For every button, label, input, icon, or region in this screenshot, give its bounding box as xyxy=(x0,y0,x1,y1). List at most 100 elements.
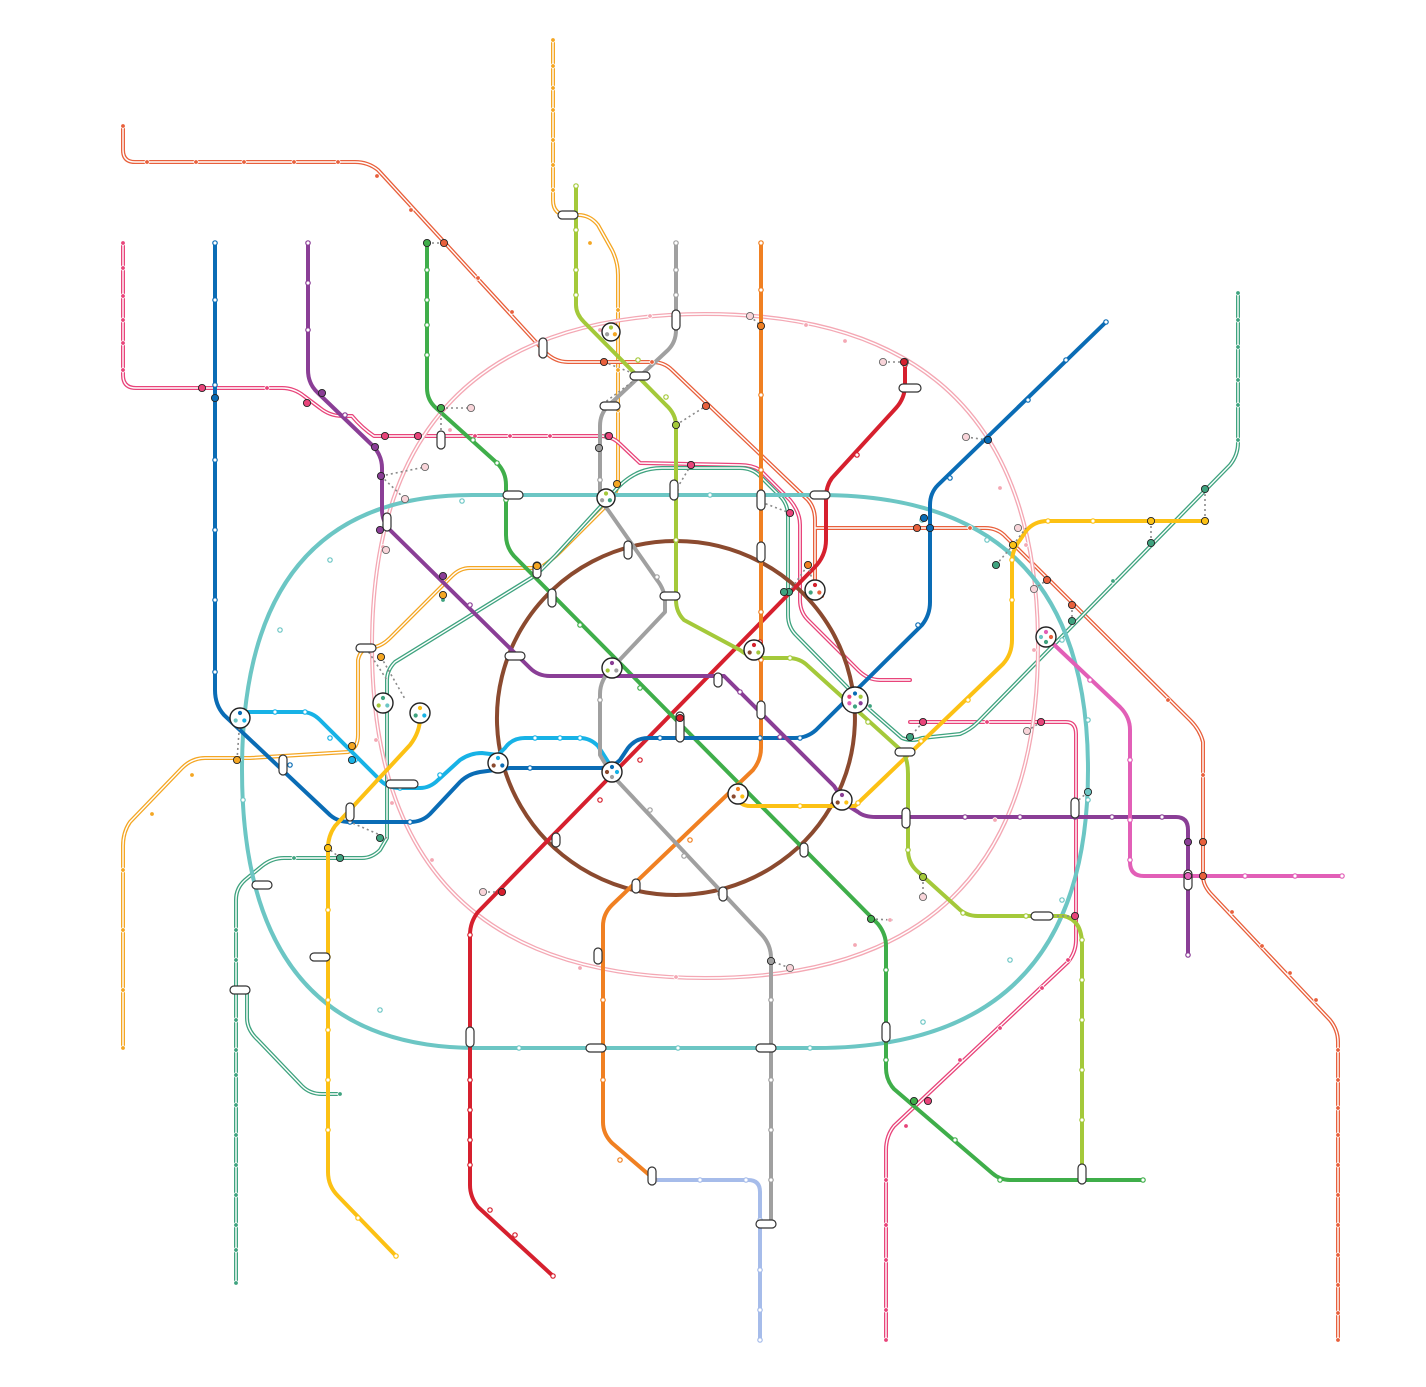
transfer-station xyxy=(232,755,242,765)
grey-station xyxy=(673,267,679,273)
blue-station xyxy=(287,762,293,768)
interchange-hub-dot xyxy=(422,713,427,718)
transfer-station xyxy=(803,560,813,570)
interchange-hub xyxy=(743,639,765,661)
mcd2-station xyxy=(241,159,247,165)
transfer-station xyxy=(323,843,333,853)
mcd1-station xyxy=(120,1045,126,1051)
mcc-station xyxy=(852,942,858,948)
interchange-hubs-layer xyxy=(197,210,1210,1229)
transfer-link xyxy=(760,501,791,514)
blue-station xyxy=(527,765,533,771)
transfer-link xyxy=(1012,527,1027,546)
transfer-station xyxy=(347,741,357,751)
orange-line xyxy=(601,241,763,1182)
interchange-pill xyxy=(345,802,355,822)
bigcircle-line xyxy=(240,493,1090,1050)
grey-station xyxy=(647,807,653,813)
orange-station xyxy=(687,837,693,843)
yellow-station xyxy=(1045,518,1051,524)
transfer-station xyxy=(1200,516,1210,526)
interchange-hub xyxy=(409,702,431,724)
interchange-pill xyxy=(538,337,548,359)
interchange-hub xyxy=(601,761,623,783)
interchange-hub-dot xyxy=(417,705,423,711)
bigcircle-station xyxy=(1007,957,1013,963)
lime-station xyxy=(663,394,669,400)
transfer-station xyxy=(413,431,423,441)
mcd2-station xyxy=(120,123,126,129)
interchange-hub-dot xyxy=(603,491,609,496)
interchange-hub-dot xyxy=(844,800,849,805)
transfer-station xyxy=(1008,540,1018,550)
transfer-link xyxy=(236,717,241,761)
interchange-pill xyxy=(713,672,723,688)
interchange-hub-dot xyxy=(607,498,612,503)
interchange-hub-dot xyxy=(500,763,505,768)
mcd3-station xyxy=(120,240,126,246)
interchange-pill xyxy=(898,383,922,393)
mcc-station-marker xyxy=(1022,726,1032,736)
mcd1-station xyxy=(550,85,556,91)
mcd4-station xyxy=(233,1072,239,1078)
lightblue-station xyxy=(577,735,583,741)
interchange-pill xyxy=(631,878,641,894)
transfer-link xyxy=(599,375,641,407)
interchange-hub xyxy=(804,579,826,601)
mcd3-station xyxy=(903,1123,909,1129)
interchange-hub-dot xyxy=(380,695,386,701)
bigcircle-station xyxy=(984,537,990,543)
transfer-station xyxy=(497,887,507,897)
interchange-pill xyxy=(659,591,681,601)
interchange-pill xyxy=(278,754,288,776)
interchange-pill xyxy=(465,1026,475,1048)
orange-station xyxy=(600,1077,606,1083)
mcc-station xyxy=(997,485,1003,491)
pink-station xyxy=(1339,873,1345,879)
pink-station xyxy=(1242,873,1248,879)
interchange-hub-dot xyxy=(614,668,619,673)
mcd2-station xyxy=(1335,1337,1341,1343)
transfer-station xyxy=(439,238,449,248)
transfer-station xyxy=(376,471,386,481)
mcc-station-marker xyxy=(785,963,795,973)
interchange-hub-dot xyxy=(495,755,501,761)
pink-station xyxy=(1127,857,1133,863)
interchange-hub xyxy=(601,322,621,342)
transfer-station xyxy=(317,388,327,398)
blue-station xyxy=(212,382,218,388)
interchange-hub-dot xyxy=(858,701,863,706)
transfer-station xyxy=(923,1096,933,1106)
mcc-station xyxy=(647,313,653,319)
mcd3-station xyxy=(883,1257,889,1263)
mcd2-station xyxy=(509,309,515,315)
blue-station xyxy=(1025,397,1031,403)
mcd4-station xyxy=(233,1222,239,1228)
orange-station xyxy=(758,287,764,293)
transfer-station xyxy=(918,717,928,727)
lightblue-station xyxy=(272,709,278,715)
transfer-station xyxy=(438,571,448,581)
orange-station xyxy=(617,1157,623,1163)
grey-station xyxy=(768,1177,774,1183)
purple-station xyxy=(305,280,311,286)
mcd1-station xyxy=(120,927,126,933)
mcd2-station xyxy=(408,207,414,213)
mcd3-station xyxy=(997,1025,1003,1031)
purple-station xyxy=(467,602,473,608)
yellow-station xyxy=(797,803,803,809)
mcd3-station xyxy=(1039,985,1045,991)
interchange-hub-dot xyxy=(1043,629,1049,635)
mcc-station xyxy=(577,965,583,971)
mcc-station-marker xyxy=(1013,523,1023,533)
interchange-hub-dot xyxy=(847,701,852,706)
grey-line xyxy=(598,241,773,1226)
transfer-station xyxy=(1146,516,1156,526)
mcd2-station xyxy=(1165,697,1171,703)
interchange-hub-dot xyxy=(233,718,238,723)
blue-line xyxy=(213,241,1108,824)
mcd4-station xyxy=(1235,344,1241,350)
bigcircle-station xyxy=(920,1019,926,1025)
lightblue-station xyxy=(532,735,538,741)
